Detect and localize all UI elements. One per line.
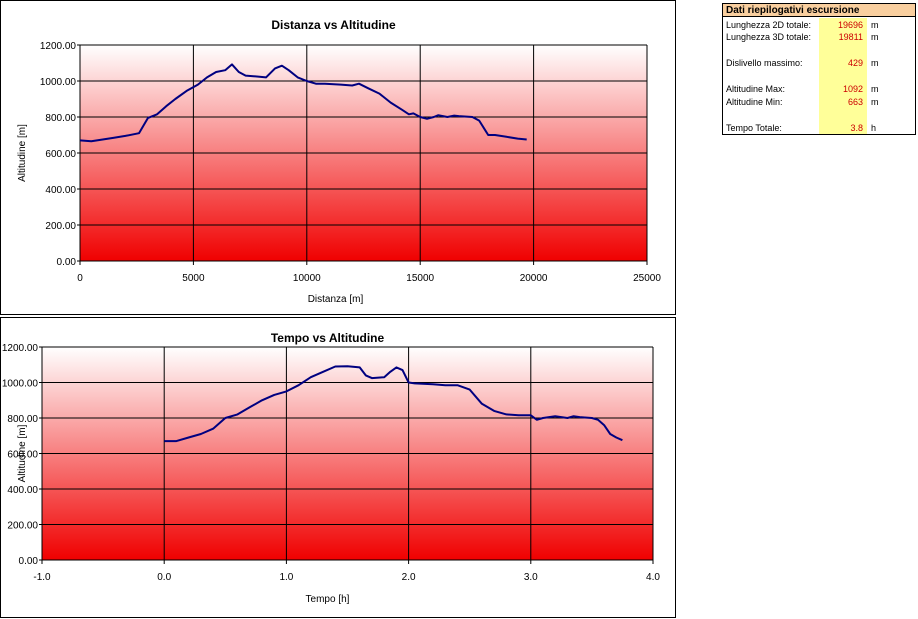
summary-unit: m (871, 32, 879, 42)
y-tick-label: 200.00 (7, 521, 38, 532)
summary-row-length-2d: Lunghezza 2D totale: 19696 m (723, 19, 915, 31)
x-tick-label: 4.0 (646, 572, 660, 583)
summary-unit: m (871, 58, 879, 68)
y-axis-label: Altitudine [m] (17, 424, 28, 482)
y-tick-label: 800.00 (45, 113, 76, 124)
series-line (164, 365, 623, 443)
distance-chart-panel: 0.00 200.00 400.00 600.00 800.00 1000.00 1200.… (0, 0, 676, 315)
summary-label: Tempo Totale: (726, 123, 782, 133)
summary-row-altitude-max: Altitudine Max: 1092 m (723, 83, 915, 95)
x-tick-label: 0.0 (157, 572, 171, 583)
x-tick-label: 2.0 (402, 572, 416, 583)
x-axis-label: Tempo [h] (306, 594, 350, 605)
summary-table: Dati riepilogativi escursione Lunghezza … (722, 3, 916, 135)
summary-row-total-time: Tempo Totale: 3.8 h (723, 122, 915, 134)
summary-row-altitude-min: Altitudine Min: 663 m (723, 96, 915, 108)
summary-row-length-3d: Lunghezza 3D totale: 19811 m (723, 31, 915, 43)
summary-unit: m (871, 84, 879, 94)
summary-value: 663 (847, 97, 863, 107)
y-tick-label: 400.00 (7, 485, 38, 496)
time-chart-panel: 0.00 200.00 400.00 600.00 800.00 1000.00 1200.… (0, 317, 676, 618)
y-axis-label: Altitudine [m] (17, 124, 28, 182)
y-tick-label: 200.00 (45, 221, 76, 232)
summary-label: Dislivello massimo: (726, 58, 803, 68)
summary-unit: m (871, 97, 879, 107)
summary-label: Lunghezza 3D totale: (726, 32, 812, 42)
summary-header: Dati riepilogativi escursione (723, 4, 915, 17)
series-line (79, 63, 527, 143)
x-axis-label: Distanza [m] (308, 294, 364, 305)
summary-value: 19696 (837, 20, 863, 30)
chart-title: Tempo vs Altitudine (271, 331, 385, 345)
y-tick-label: 0.00 (19, 556, 39, 567)
x-tick-label: 5000 (182, 273, 205, 284)
summary-unit: h (871, 123, 877, 133)
y-tick-label: 400.00 (45, 185, 76, 196)
x-tick-label: 10000 (293, 273, 321, 284)
summary-label: Lunghezza 2D totale: (726, 20, 812, 30)
summary-value: 3.8 (850, 123, 863, 133)
summary-label: Altitudine Max: (726, 84, 786, 94)
y-tick-label: 1000.00 (2, 379, 39, 390)
summary-value: 429 (847, 58, 863, 68)
y-tick-label: 1000.00 (40, 77, 77, 88)
x-tick-label: 0 (77, 273, 83, 284)
summary-value-column (819, 18, 867, 134)
summary-row-elevation-gain: Dislivello massimo: 429 m (723, 57, 915, 69)
y-tick-label: 800.00 (7, 414, 38, 425)
summary-value: 1092 (842, 84, 863, 94)
y-tick-label: 1200.00 (40, 41, 77, 52)
summary-label: Altitudine Min: (726, 97, 783, 107)
y-tick-label: 0.00 (57, 257, 77, 268)
y-tick-label: 600.00 (7, 450, 38, 461)
x-tick-label: 1.0 (279, 572, 293, 583)
summary-unit: m (871, 20, 879, 30)
x-tick-label: -1.0 (33, 572, 51, 583)
x-tick-label: 15000 (406, 273, 434, 284)
x-tick-label: 3.0 (524, 572, 538, 583)
time-altitude-chart: 0.00 200.00 400.00 600.00 800.00 1000.00 1200.… (2, 331, 661, 605)
y-tick-label: 600.00 (45, 149, 76, 160)
summary-value: 19811 (838, 32, 863, 42)
y-tick-label: 1200.00 (2, 343, 39, 354)
distance-altitude-chart: 0.00 200.00 400.00 600.00 800.00 1000.00 1200.… (17, 18, 661, 305)
x-tick-label: 20000 (520, 273, 548, 284)
chart-title: Distanza vs Altitudine (271, 18, 396, 32)
x-tick-label: 25000 (633, 273, 661, 284)
